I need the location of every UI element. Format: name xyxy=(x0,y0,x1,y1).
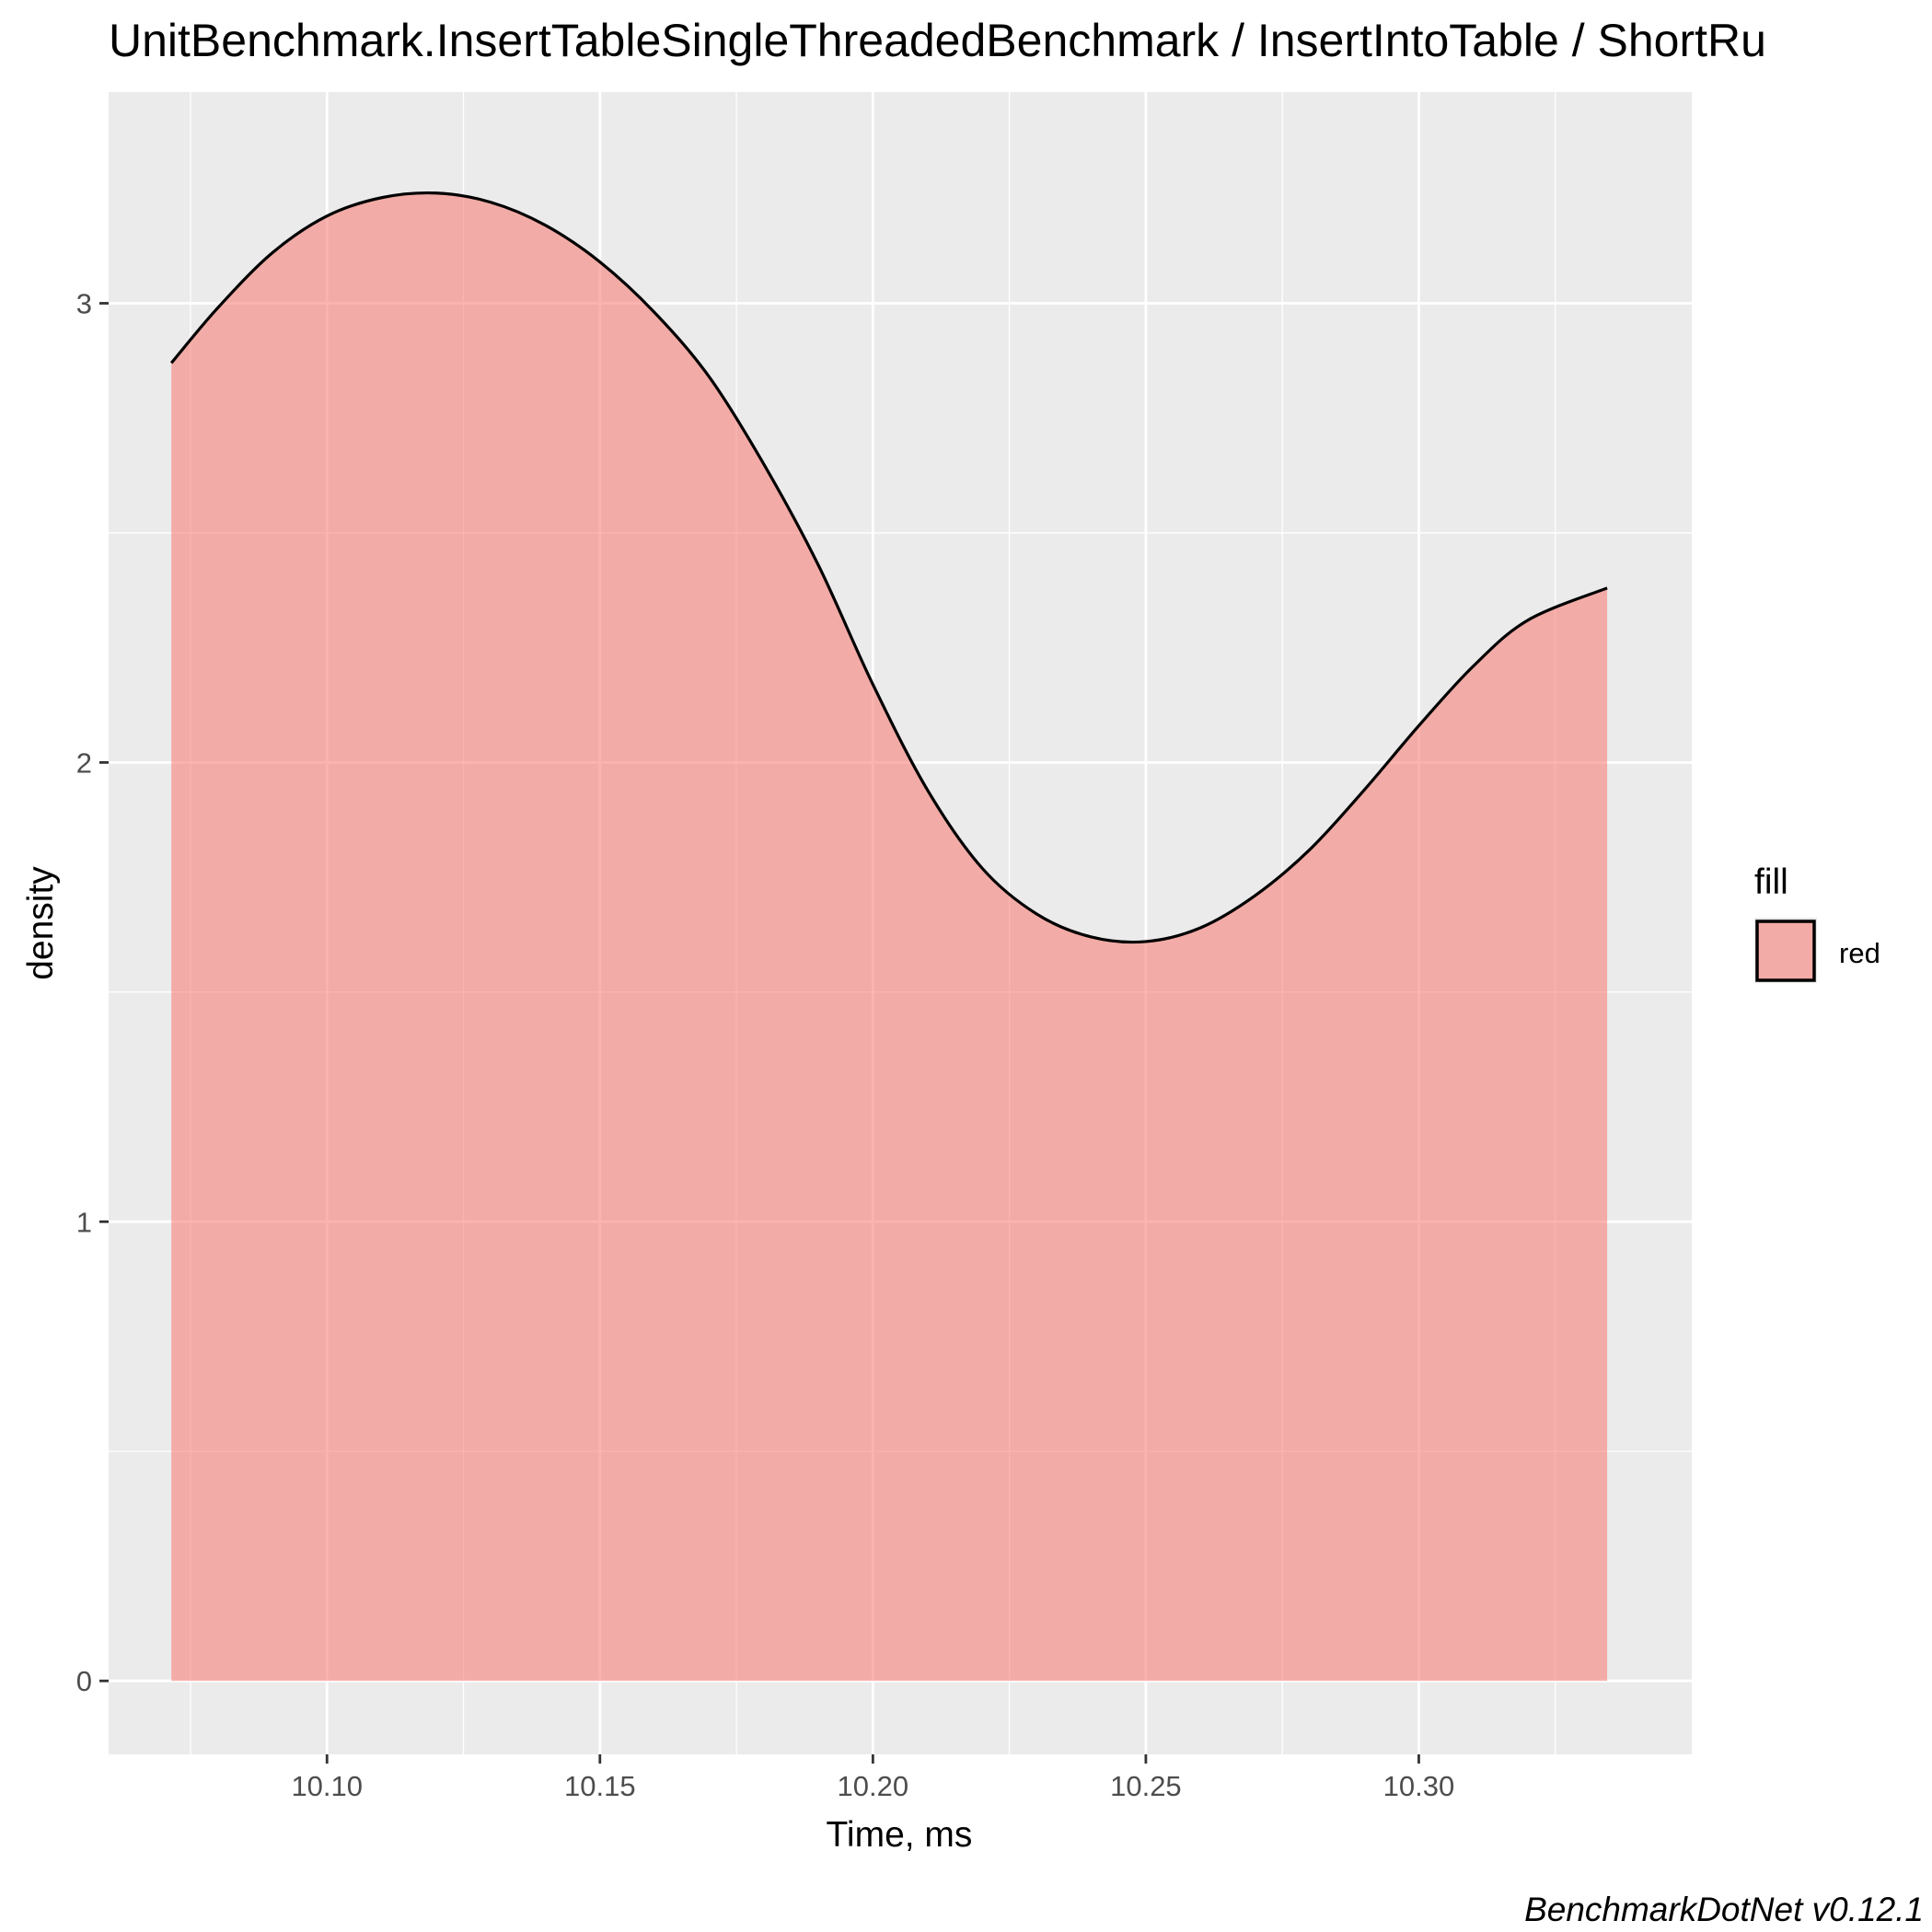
legend-label-red: red xyxy=(1839,937,1880,969)
x-tick-label: 10.15 xyxy=(564,1770,636,1802)
legend-title: fill xyxy=(1754,862,1788,902)
x-tick-label: 10.10 xyxy=(291,1770,363,1802)
y-tick-label: 3 xyxy=(76,287,92,319)
x-tick-label: 10.20 xyxy=(838,1770,909,1802)
y-axis: 0 1 2 3 xyxy=(76,287,109,1697)
y-tick-label: 1 xyxy=(76,1206,92,1238)
legend: fill red xyxy=(1754,862,1880,983)
y-axis-label: density xyxy=(21,866,61,980)
x-tick-label: 10.25 xyxy=(1110,1770,1182,1802)
density-area-red xyxy=(171,192,1608,1682)
chart-title: UnitBenchmark.InsertTableSingleThreadedB… xyxy=(109,15,1766,66)
plot-panel xyxy=(109,92,1692,1754)
x-axis-label: Time, ms xyxy=(827,1815,973,1855)
y-tick-label: 0 xyxy=(76,1665,92,1697)
density-line-red xyxy=(169,191,1608,944)
x-tick-label: 10.30 xyxy=(1383,1770,1455,1802)
caption: BenchmarkDotNet v0.12.1 xyxy=(1524,1891,1924,1928)
density-series xyxy=(169,191,1608,1682)
x-axis: 10.10 10.15 10.20 10.25 10.30 xyxy=(291,1754,1454,1802)
y-tick-label: 2 xyxy=(76,746,92,779)
legend-swatch-red xyxy=(1755,920,1816,982)
